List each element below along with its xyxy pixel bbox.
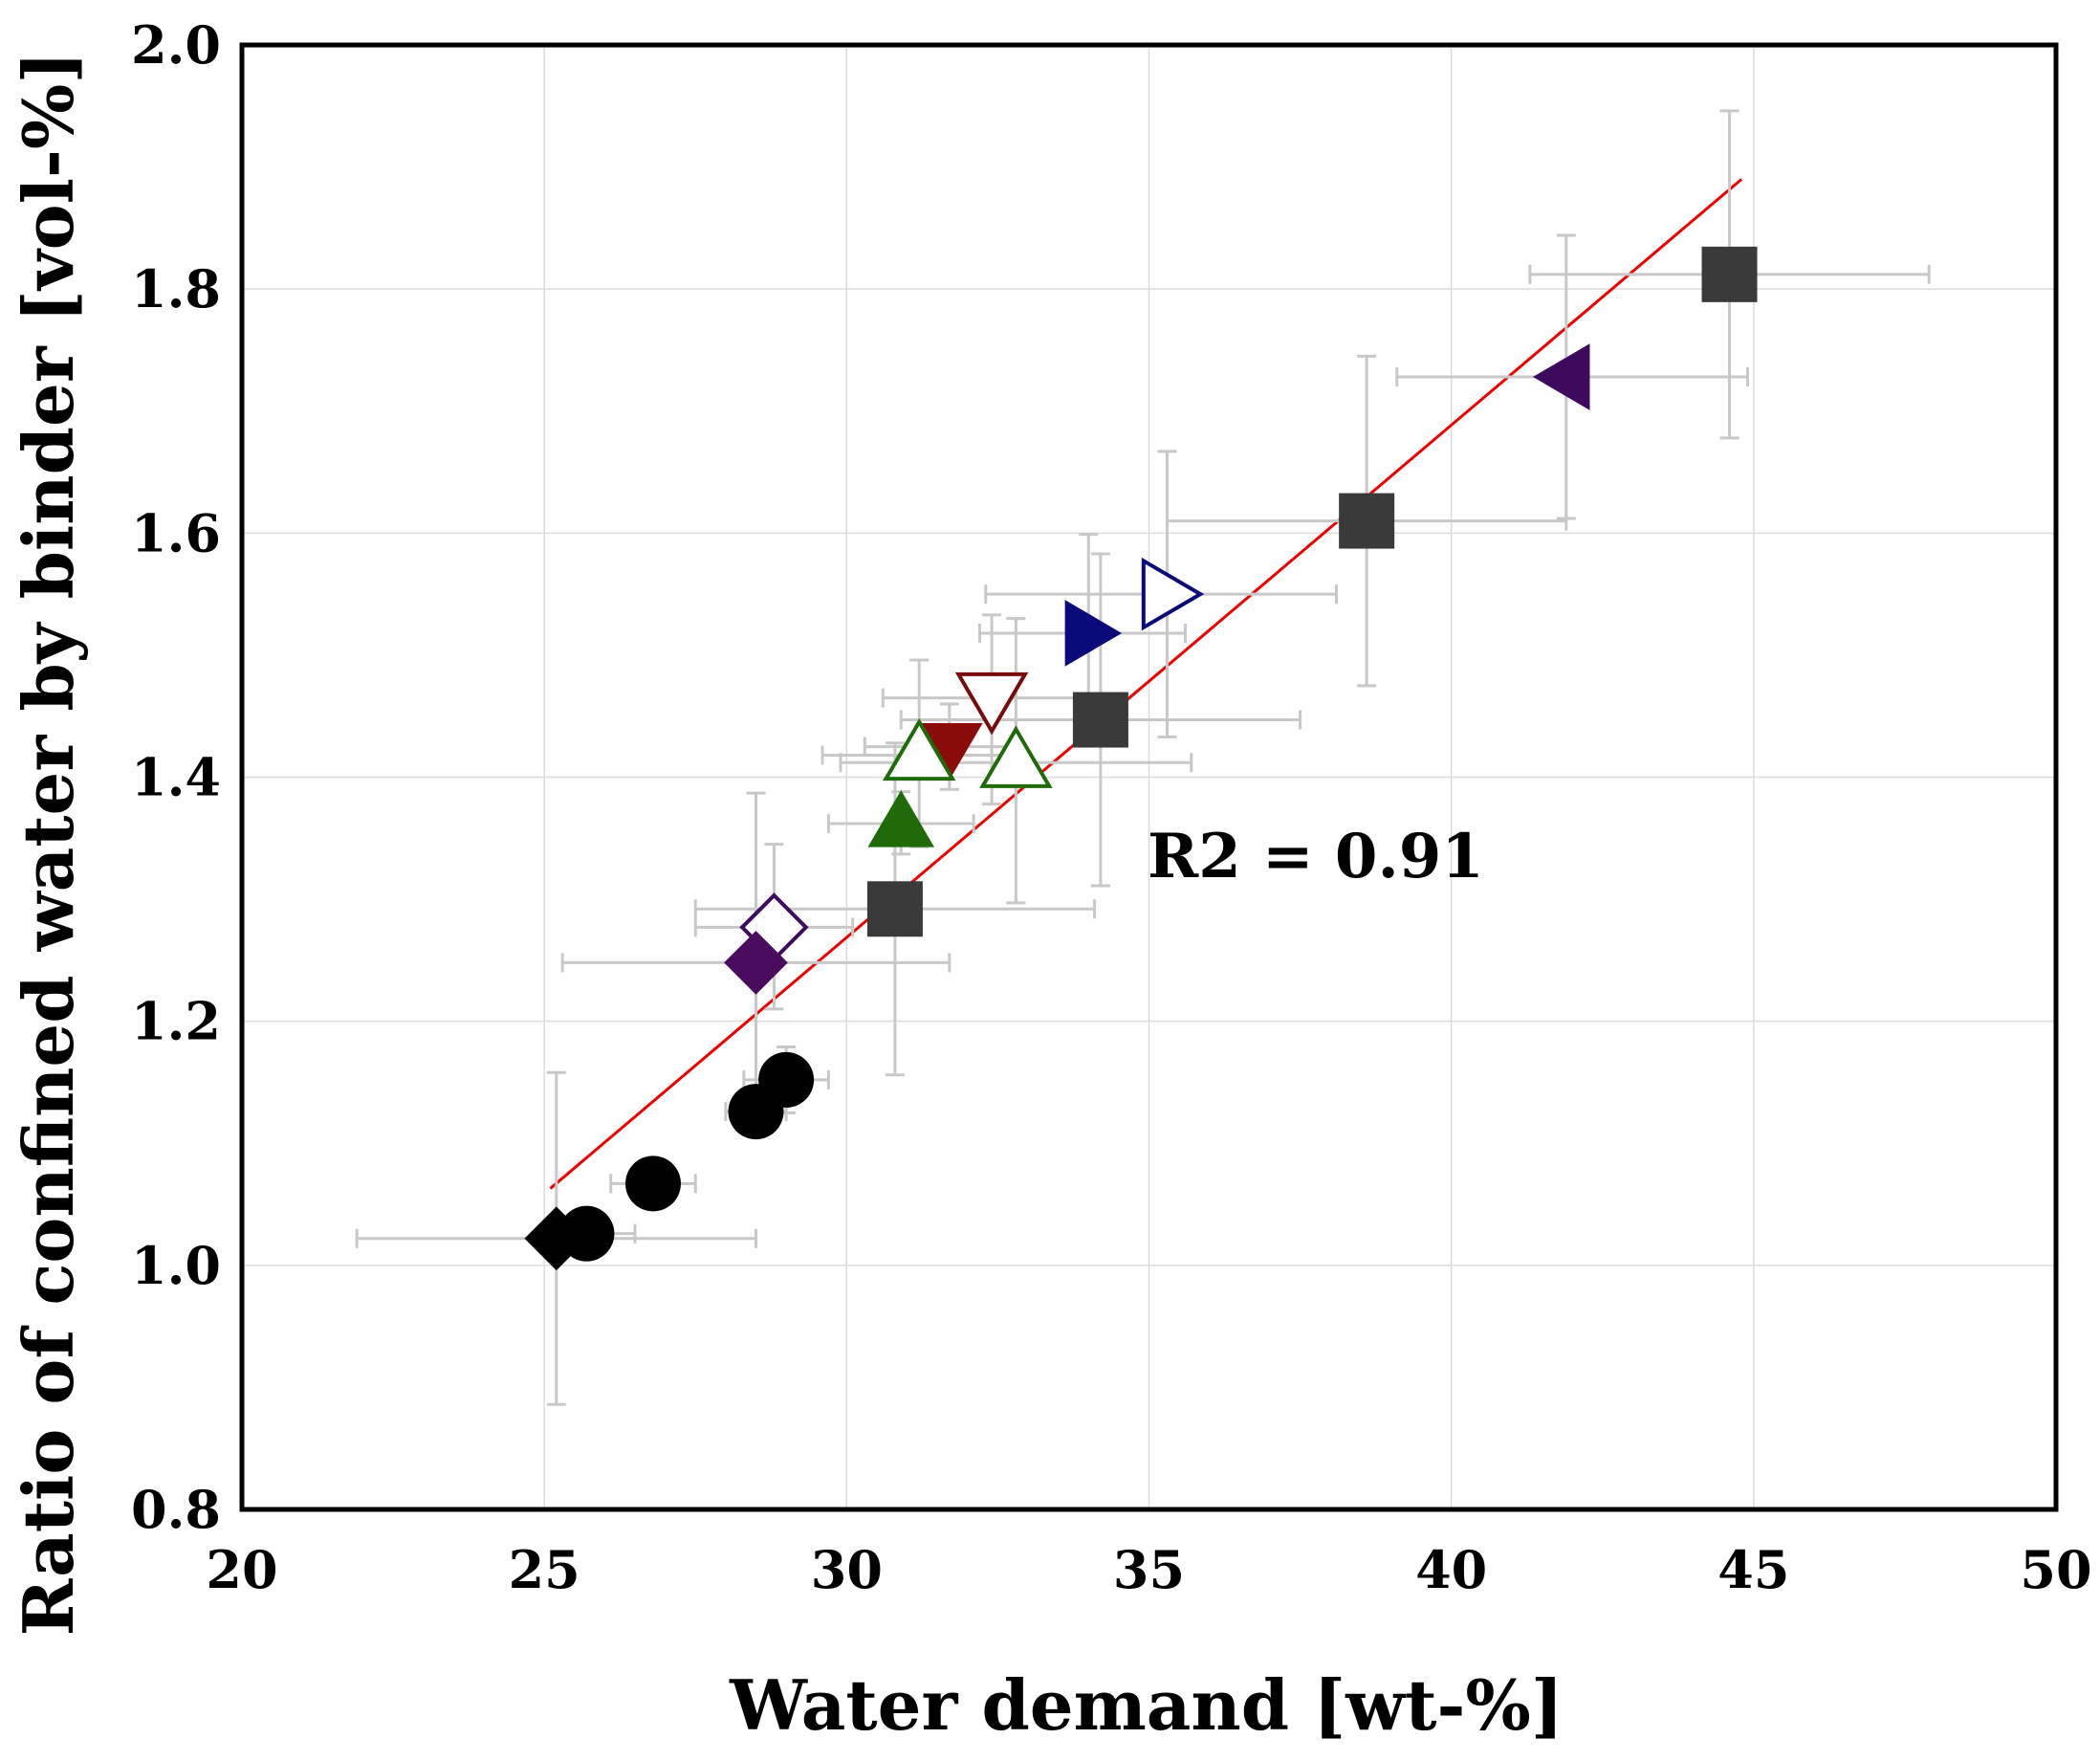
point-triangle-up <box>979 725 1053 788</box>
point-square <box>1701 246 1758 302</box>
x-tick-label: 25 <box>509 1539 580 1600</box>
y-tick-label: 1.8 <box>131 258 221 319</box>
r-squared-annotation: R2 = 0.91 <box>1148 821 1484 892</box>
regression-line-layer <box>549 178 1743 1190</box>
point-diamond <box>524 1206 589 1271</box>
y-axis-title: Ratio of confined water by binder [vol-%… <box>8 52 89 1637</box>
y-tick-label: 1.0 <box>131 1235 221 1296</box>
point-triangle-right <box>1141 557 1205 631</box>
x-tick-label: 45 <box>1717 1539 1789 1600</box>
point-triangle-down <box>954 671 1029 736</box>
x-tick-label: 40 <box>1415 1539 1487 1600</box>
x-tick-label: 20 <box>206 1539 277 1600</box>
point-triangle-right <box>1064 600 1123 667</box>
point-circle <box>728 1084 784 1140</box>
y-tick-label: 2.0 <box>131 14 221 76</box>
point-square <box>866 881 923 937</box>
x-axis-title: Water demand [wt-%] <box>729 1664 1564 1746</box>
y-tick-label: 1.6 <box>131 502 221 563</box>
point-triangle-up <box>882 717 956 781</box>
point-circle <box>624 1156 681 1212</box>
point-triangle-up <box>867 790 935 847</box>
y-tick-label: 0.8 <box>131 1479 221 1540</box>
point-diamond <box>724 931 788 995</box>
point-triangle-left <box>1533 343 1590 410</box>
regression-line <box>549 178 1743 1190</box>
point-square <box>1072 692 1128 748</box>
y-tick-labels: 0.8 1.0 1.2 1.4 1.6 1.8 2.0 <box>131 14 221 1540</box>
x-tick-labels: 20 25 30 35 40 45 50 <box>206 1539 2091 1600</box>
y-tick-label: 1.4 <box>131 747 221 808</box>
plot-frame <box>239 42 2059 1512</box>
data-points <box>524 246 1758 1271</box>
x-tick-label: 30 <box>811 1539 883 1600</box>
point-triangle-down <box>916 722 983 781</box>
point-square <box>1339 493 1395 549</box>
x-tick-label: 35 <box>1113 1539 1185 1600</box>
x-tick-label: 50 <box>2020 1539 2091 1600</box>
y-tick-label: 1.2 <box>131 991 221 1052</box>
